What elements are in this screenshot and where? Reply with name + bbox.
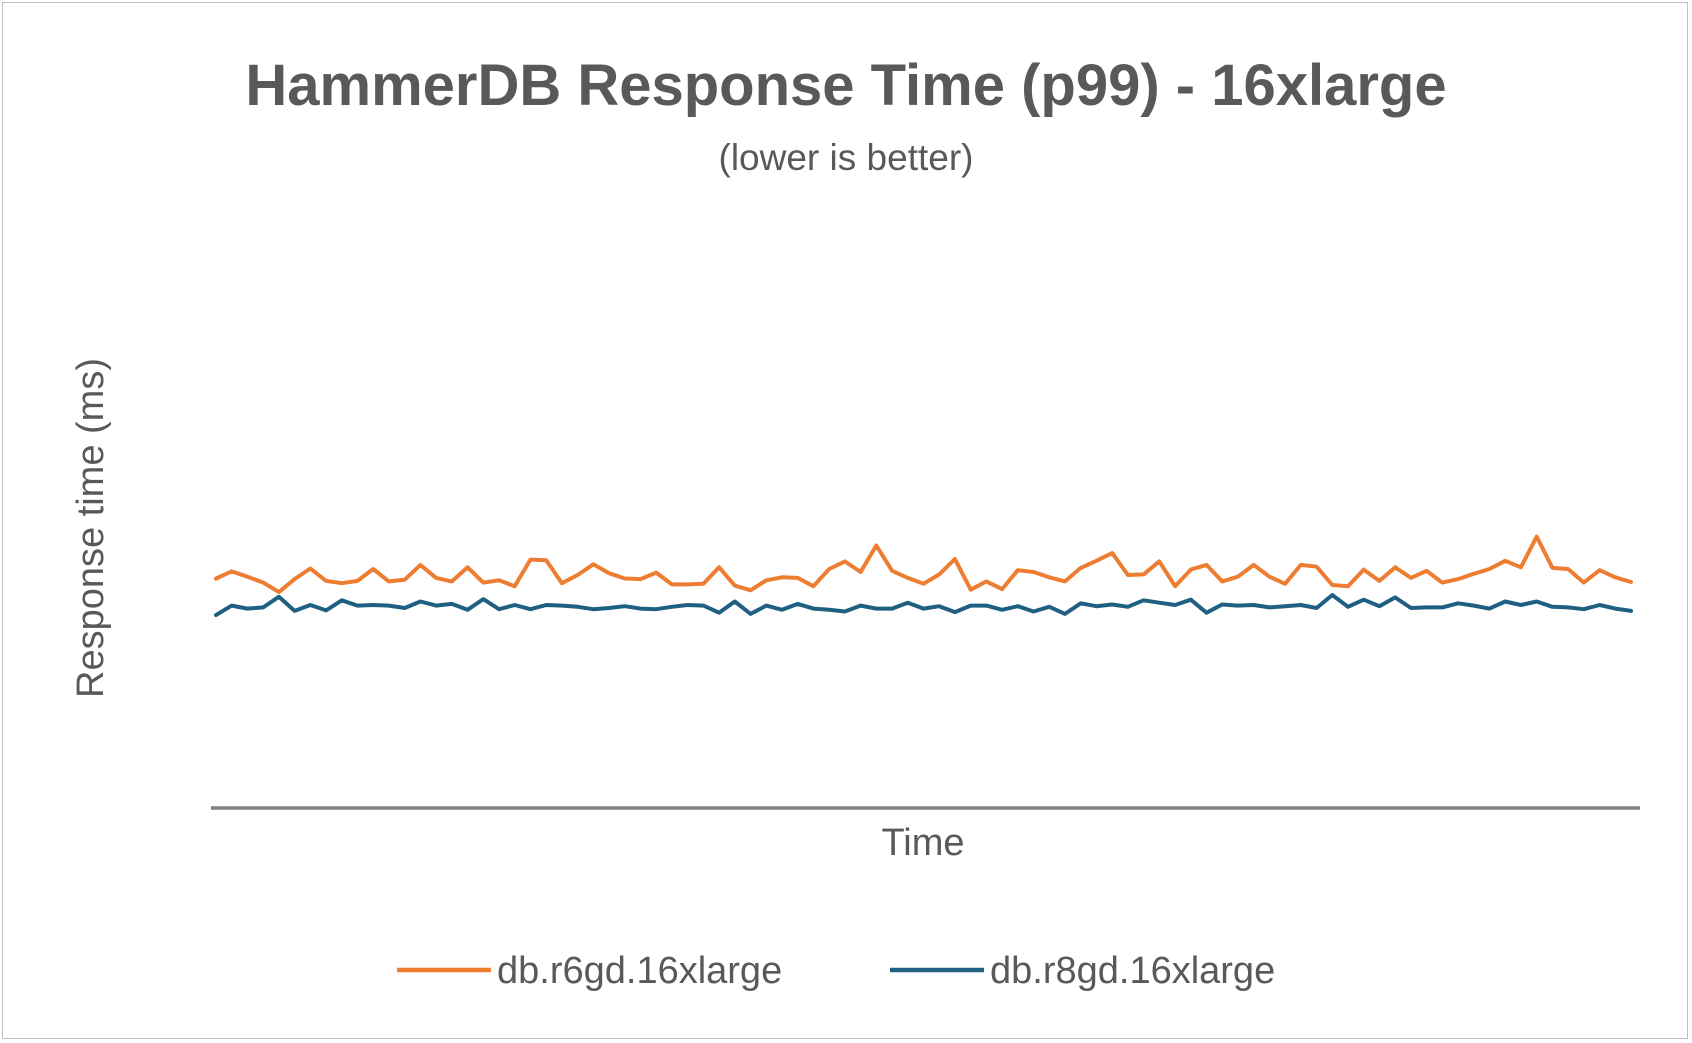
- x-axis-label: Time: [881, 822, 964, 864]
- y-axis-label: Response time (ms): [70, 358, 112, 698]
- chart-subtitle: (lower is better): [719, 137, 974, 178]
- series-line-db-r8gd-16xlarge: [214, 593, 1633, 618]
- legend: db.r6gd.16xlarge db.r8gd.16xlarge: [397, 950, 1275, 992]
- legend-label-r8gd: db.r8gd.16xlarge: [990, 950, 1275, 992]
- series-line-db-r6gd-16xlarge: [214, 534, 1633, 595]
- chart-title: HammerDB Response Time (p99) - 16xlarge: [245, 53, 1446, 118]
- line-chart: HammerDB Response Time (p99) - 16xlarge …: [70, 53, 1640, 992]
- legend-label-r6gd: db.r6gd.16xlarge: [497, 950, 782, 992]
- series-layer: [214, 534, 1633, 618]
